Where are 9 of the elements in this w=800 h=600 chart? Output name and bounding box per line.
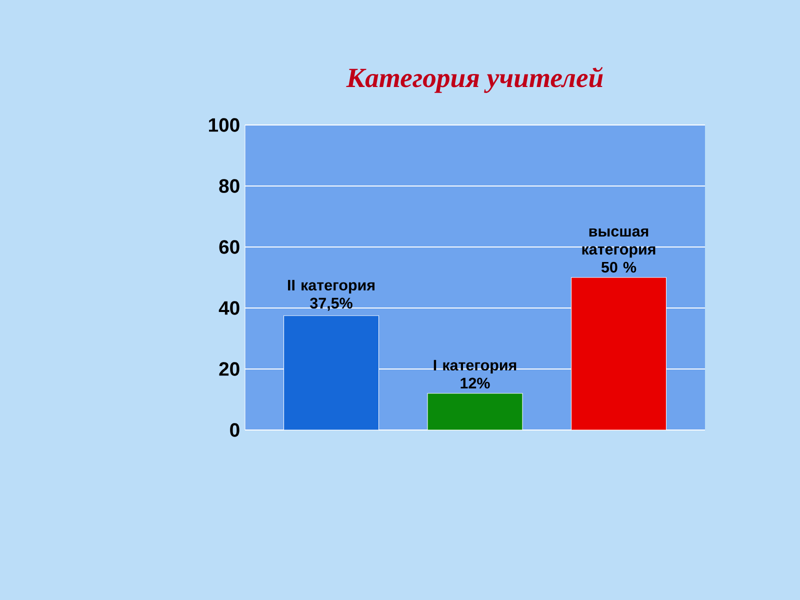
data-label: высшая категория 50 % (582, 228, 656, 273)
y-tick-label: 100 (209, 118, 240, 132)
y-tick-label: 40 (218, 301, 240, 315)
y-tick-label: 60 (219, 240, 240, 254)
y-tick-label: 0 (230, 423, 240, 437)
y-tick-label: 80 (219, 179, 240, 193)
chart-title: Категория учителей (346, 67, 603, 93)
bar (427, 393, 523, 430)
y-tick-label: 20 (219, 362, 240, 376)
